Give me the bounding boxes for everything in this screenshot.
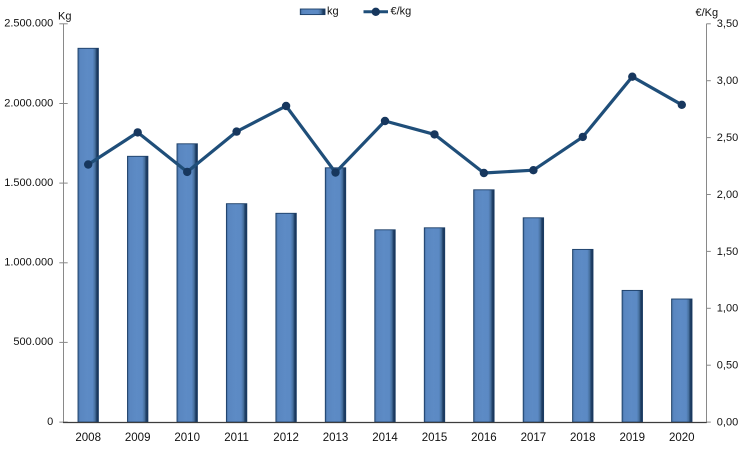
svg-text:2.500.000: 2.500.000 [4, 18, 53, 30]
svg-text:0,50: 0,50 [717, 360, 738, 372]
svg-text:Kg: Kg [58, 11, 71, 23]
svg-text:2,50: 2,50 [717, 132, 738, 144]
svg-text:0: 0 [47, 416, 53, 428]
svg-text:1.000.000: 1.000.000 [4, 257, 53, 269]
svg-text:2014: 2014 [372, 432, 398, 444]
svg-text:2013: 2013 [323, 432, 349, 444]
svg-text:1.500.000: 1.500.000 [4, 177, 53, 189]
svg-text:2.000.000: 2.000.000 [4, 97, 53, 109]
svg-text:2010: 2010 [174, 432, 200, 444]
svg-text:0,00: 0,00 [717, 417, 738, 429]
svg-text:2018: 2018 [570, 432, 596, 444]
svg-text:2020: 2020 [669, 432, 695, 444]
svg-text:kg: kg [327, 5, 339, 17]
svg-text:2011: 2011 [224, 432, 249, 444]
svg-text:2015: 2015 [422, 432, 448, 444]
svg-text:€/Kg: €/Kg [696, 7, 719, 19]
svg-text:3,50: 3,50 [717, 18, 738, 30]
svg-text:€/kg: €/kg [391, 5, 412, 17]
svg-text:1,50: 1,50 [717, 246, 738, 258]
svg-text:2,00: 2,00 [717, 189, 738, 201]
svg-text:2008: 2008 [75, 432, 101, 444]
svg-text:2017: 2017 [521, 432, 547, 444]
svg-text:2019: 2019 [620, 432, 646, 444]
svg-text:2012: 2012 [273, 432, 299, 444]
svg-text:2009: 2009 [125, 432, 151, 444]
svg-text:500.000: 500.000 [13, 336, 53, 348]
svg-text:3,00: 3,00 [717, 75, 738, 87]
svg-text:1,00: 1,00 [717, 303, 738, 315]
svg-text:2016: 2016 [471, 432, 497, 444]
